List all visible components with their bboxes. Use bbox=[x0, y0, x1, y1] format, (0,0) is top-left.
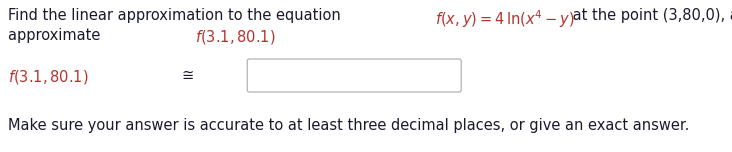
Text: $f(3.1, 80.1)$: $f(3.1, 80.1)$ bbox=[195, 28, 275, 46]
Text: Find the linear approximation to the equation: Find the linear approximation to the equ… bbox=[8, 8, 346, 23]
Text: ≅: ≅ bbox=[182, 68, 193, 83]
Text: $f(x, y) = 4\,\mathrm{ln}(x^4 - y)$: $f(x, y) = 4\,\mathrm{ln}(x^4 - y)$ bbox=[435, 8, 575, 30]
Text: $f(3.1, 80.1)$: $f(3.1, 80.1)$ bbox=[8, 68, 89, 86]
Text: Make sure your answer is accurate to at least three decimal places, or give an e: Make sure your answer is accurate to at … bbox=[8, 118, 690, 133]
FancyBboxPatch shape bbox=[247, 59, 461, 92]
Text: approximate: approximate bbox=[8, 28, 105, 43]
Text: at the point (3,80,0), and use it to: at the point (3,80,0), and use it to bbox=[568, 8, 732, 23]
